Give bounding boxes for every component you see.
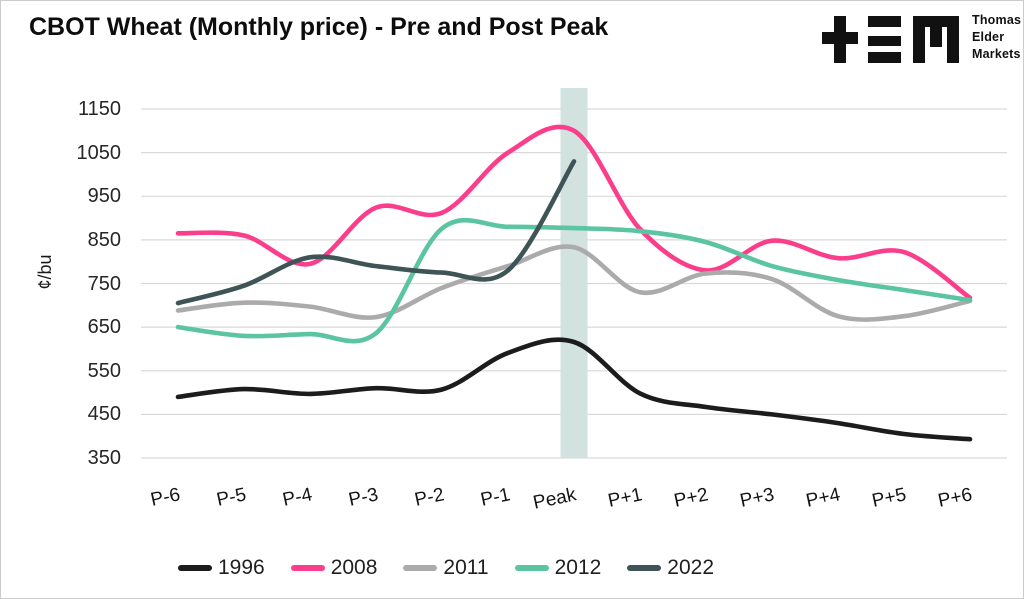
- legend-swatch: [627, 565, 662, 571]
- series-line-2012: [175, 217, 973, 344]
- y-tick-label: 750: [87, 273, 121, 295]
- series-line-2008: [175, 124, 973, 301]
- y-tick-label: 350: [87, 447, 121, 469]
- y-tick-label: 450: [87, 403, 121, 425]
- legend: 1996 2008 2011 2012 2022: [1, 552, 891, 584]
- legend-swatch: [290, 565, 325, 571]
- series-line-2011: [175, 244, 973, 322]
- legend-label: 2011: [443, 556, 489, 579]
- legend-swatch: [514, 565, 549, 571]
- legend-item-2012: 2012: [514, 556, 602, 580]
- legend-item-2008: 2008: [290, 556, 378, 580]
- logo-line-1: Thomas: [972, 13, 1022, 27]
- legend-label: 2012: [554, 556, 602, 579]
- y-tick-label: 1150: [77, 98, 121, 120]
- legend-item-2011: 2011: [403, 556, 489, 580]
- y-tick-label: 550: [87, 360, 121, 382]
- legend-swatch: [177, 565, 212, 571]
- chart-title: CBOT Wheat (Monthly price) - Pre and Pos…: [29, 13, 609, 41]
- legend-item-1996: 1996: [177, 556, 265, 580]
- tem-logo: Thomas Elder Markets: [819, 11, 1021, 63]
- y-tick-label: 950: [87, 185, 121, 207]
- tem-logo-mark: [822, 16, 959, 63]
- legend-label: 1996: [217, 556, 265, 579]
- legend-item-2022: 2022: [627, 556, 714, 580]
- tem-logo-text: Thomas Elder Markets: [972, 11, 1021, 63]
- series-line-2022: [175, 159, 577, 306]
- legend-label: 2022: [667, 556, 715, 579]
- logo-line-3: Markets: [972, 47, 1021, 61]
- y-axis-unit: ¢/bu: [35, 254, 55, 290]
- legend-swatch: [403, 565, 438, 571]
- y-tick-label: 850: [87, 229, 121, 251]
- legend-label: 2008: [330, 556, 378, 579]
- y-tick-label: 1050: [76, 142, 122, 164]
- peak-highlight-band: [560, 88, 588, 458]
- series-line-1996: [175, 337, 973, 442]
- logo-line-2: Elder: [972, 30, 1005, 44]
- y-tick-label: 650: [87, 316, 121, 338]
